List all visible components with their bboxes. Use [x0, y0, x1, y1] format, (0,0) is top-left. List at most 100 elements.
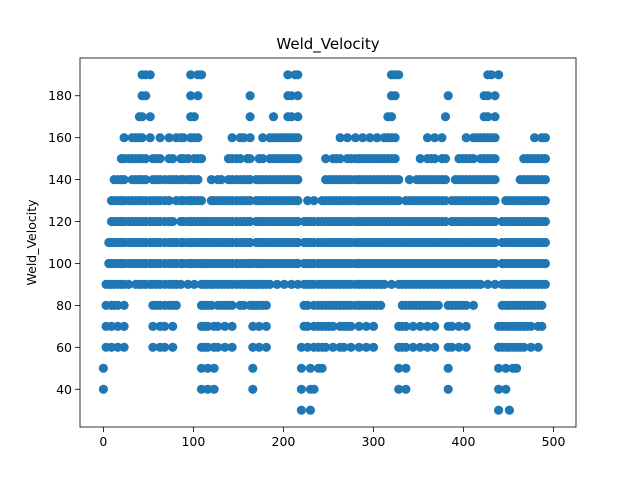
y-axis-title: Weld_Velocity: [24, 199, 39, 286]
data-point: [490, 154, 500, 164]
data-point: [164, 133, 174, 143]
y-tick-label: 40: [56, 382, 72, 397]
data-point: [490, 112, 500, 122]
data-point: [258, 154, 268, 164]
data-point: [533, 342, 543, 352]
data-point: [145, 112, 155, 122]
y-tick-label: 100: [48, 256, 72, 271]
data-point: [422, 321, 433, 331]
data-point: [394, 70, 404, 80]
y-tick-label: 60: [56, 340, 72, 355]
data-point: [328, 342, 338, 352]
data-point: [540, 196, 551, 206]
data-point: [216, 175, 226, 185]
data-point: [490, 91, 500, 101]
data-point: [220, 321, 230, 331]
data-point: [186, 70, 196, 80]
data-point: [137, 112, 147, 122]
data-point: [386, 279, 397, 289]
data-point: [408, 321, 418, 331]
data-point: [119, 321, 129, 331]
data-point: [293, 133, 303, 143]
data-point: [206, 175, 216, 185]
data-point: [368, 321, 379, 331]
data-point: [296, 363, 306, 373]
data-point: [245, 216, 255, 227]
data-point: [461, 133, 471, 143]
data-point: [476, 279, 486, 289]
data-point: [303, 342, 313, 352]
data-point: [293, 70, 303, 80]
data-point: [245, 237, 255, 248]
data-point: [283, 70, 293, 80]
data-points: [98, 70, 551, 415]
data-point: [245, 175, 255, 185]
data-point: [293, 196, 303, 206]
data-point: [286, 279, 297, 289]
data-point: [248, 342, 258, 352]
data-point: [148, 342, 158, 352]
data-point: [303, 321, 313, 331]
y-axis-ticks: 40 60 80 100 120 140 160 180: [48, 88, 80, 397]
data-point: [422, 133, 433, 143]
x-axis-ticks: 0 100 200 300 400 500: [99, 427, 565, 449]
data-point: [137, 133, 147, 143]
data-point: [196, 363, 207, 373]
data-point: [155, 133, 165, 143]
data-point: [279, 279, 289, 289]
data-point: [286, 112, 297, 122]
data-point: [209, 384, 219, 394]
data-point: [335, 133, 345, 143]
data-point: [309, 384, 319, 394]
data-point: [537, 321, 547, 331]
data-point: [293, 154, 303, 164]
data-point: [440, 196, 451, 206]
data-point: [401, 342, 411, 352]
data-point: [440, 216, 451, 227]
data-point: [245, 112, 255, 122]
data-point: [454, 321, 464, 331]
data-point: [171, 300, 181, 310]
data-point: [296, 405, 306, 415]
data-point: [401, 363, 411, 373]
data-point: [119, 342, 129, 352]
data-point: [254, 321, 264, 331]
data-point: [293, 279, 303, 289]
data-point: [227, 342, 237, 352]
data-point: [490, 175, 500, 185]
data-point: [245, 133, 255, 143]
data-point: [305, 363, 315, 373]
data-point: [342, 133, 352, 143]
data-point: [350, 133, 361, 143]
data-point: [203, 384, 213, 394]
data-point: [490, 237, 500, 248]
data-point: [540, 216, 551, 227]
data-point: [176, 279, 186, 289]
data-point: [168, 216, 178, 227]
data-point: [447, 321, 457, 331]
data-point: [141, 175, 151, 185]
data-point: [401, 384, 411, 394]
data-point: [540, 258, 551, 269]
data-point: [390, 133, 400, 143]
data-point: [98, 363, 108, 373]
data-point: [124, 279, 134, 289]
data-point: [186, 91, 196, 101]
data-point: [261, 342, 271, 352]
data-point: [540, 154, 551, 164]
data-point: [160, 342, 170, 352]
data-point: [504, 405, 514, 415]
data-point: [141, 91, 151, 101]
data-point: [145, 70, 155, 80]
data-point: [537, 300, 547, 310]
data-point: [468, 300, 478, 310]
data-point: [183, 279, 193, 289]
data-point: [119, 175, 129, 185]
data-point: [303, 196, 313, 206]
data-point: [189, 279, 199, 289]
data-point: [321, 154, 331, 164]
x-tick-label: 500: [542, 434, 566, 449]
data-point: [209, 363, 219, 373]
data-point: [265, 279, 275, 289]
